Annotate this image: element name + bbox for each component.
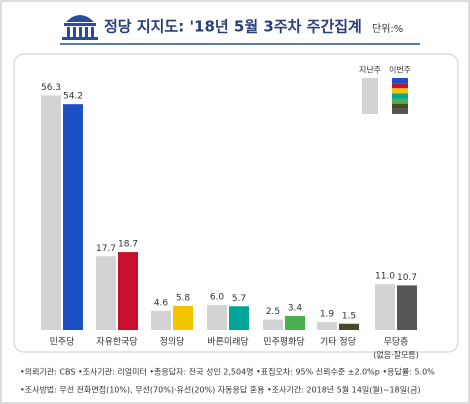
bar <box>96 256 116 330</box>
value-label: 2.5 <box>266 307 280 317</box>
legend-swatch <box>392 78 408 84</box>
x-tick-label: 자유한국당 <box>96 337 137 348</box>
chart-subtitle: 단위:% <box>372 22 403 35</box>
legend-swatch <box>392 108 408 114</box>
bar <box>317 322 337 330</box>
x-tick-label: 민주당 <box>50 337 75 348</box>
x-tick-label: 무당층 <box>384 337 409 348</box>
value-label: 1.9 <box>320 310 335 320</box>
bar <box>63 104 83 331</box>
legend-swatch <box>392 103 408 109</box>
value-label: 1.5 <box>342 311 356 321</box>
bar <box>285 315 305 330</box>
bar <box>173 305 193 330</box>
x-tick-label: 바른미래당 <box>207 337 248 348</box>
value-label: 11.0 <box>375 272 395 282</box>
value-label: 18.7 <box>118 240 138 250</box>
value-label: 6.0 <box>210 293 225 303</box>
x-tick-label: 정의당 <box>160 337 185 348</box>
legend-label: 지난주 <box>359 66 381 75</box>
legend-label: 이번주 <box>389 65 411 75</box>
chart-title: 정당 지지도: '18년 5월 3주차 주간집계 <box>104 18 362 36</box>
legend-swatch <box>392 93 408 99</box>
value-label: 5.7 <box>232 294 246 304</box>
x-tick-label: 기타 정당 <box>320 337 356 348</box>
x-tick-label: 민주평화당 <box>263 337 304 348</box>
annotation: (없음·잘모름) <box>373 351 419 360</box>
bar <box>263 319 283 330</box>
bar <box>118 252 138 330</box>
value-label: 56.3 <box>41 83 61 93</box>
legend-swatch <box>362 78 378 114</box>
bar <box>151 310 171 330</box>
legend-swatch <box>392 98 408 104</box>
bar <box>41 95 61 331</box>
value-label: 4.6 <box>154 298 169 308</box>
value-label: 10.7 <box>397 273 417 283</box>
note: •조사방법: 무선 전화면접(10%), 무선(70%)·유선(20%) 자동응… <box>20 385 421 395</box>
value-label: 5.8 <box>176 293 191 303</box>
bar <box>375 284 395 330</box>
note: •의뢰기관: CBS •조사기관: 리얼미터 •총응답자: 전국 성인 2,50… <box>20 367 435 377</box>
bar <box>339 323 359 330</box>
legend-swatch <box>392 83 408 89</box>
value-label: 54.2 <box>63 92 83 102</box>
value-label: 3.4 <box>288 303 303 313</box>
bar <box>397 285 417 330</box>
legend-swatch <box>392 88 408 94</box>
title-icon <box>62 15 98 40</box>
bar <box>207 305 227 330</box>
bar <box>229 306 249 330</box>
value-label: 17.7 <box>96 244 116 254</box>
